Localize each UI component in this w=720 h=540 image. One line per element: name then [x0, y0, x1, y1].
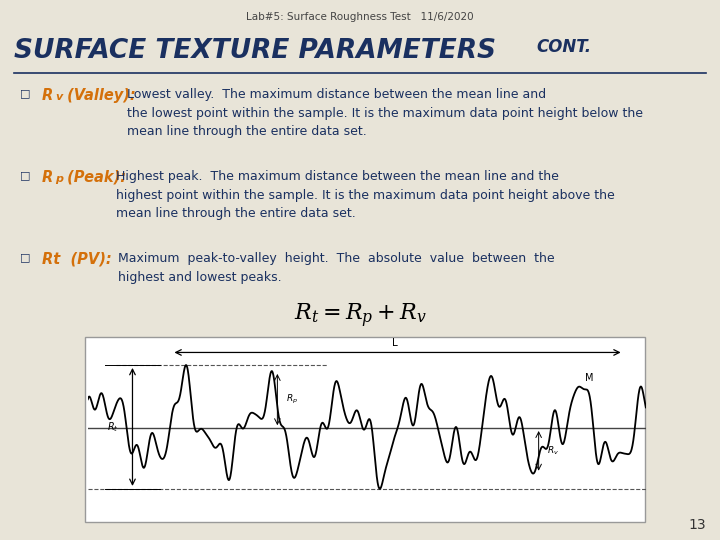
Text: □: □	[20, 252, 30, 262]
Text: $R_t = R_p + R_v$: $R_t = R_p + R_v$	[294, 302, 426, 330]
Text: Lab#5: Surface Roughness Test   11/6/2020: Lab#5: Surface Roughness Test 11/6/2020	[246, 12, 474, 22]
Text: SURFACE TEXTURE PARAMETERS: SURFACE TEXTURE PARAMETERS	[14, 38, 496, 64]
Text: R: R	[42, 170, 53, 185]
Text: Rt  (PV):: Rt (PV):	[42, 252, 112, 267]
Text: v: v	[55, 92, 62, 102]
Text: □: □	[20, 170, 30, 180]
Text: M: M	[585, 374, 593, 383]
Text: $R_t$: $R_t$	[107, 420, 119, 434]
Text: (Peak):: (Peak):	[62, 170, 126, 185]
Text: CONT.: CONT.	[536, 38, 591, 56]
Text: □: □	[20, 88, 30, 98]
Text: Maximum  peak-to-valley  height.  The  absolute  value  between  the
highest and: Maximum peak-to-valley height. The absol…	[118, 252, 554, 284]
Text: p: p	[55, 174, 63, 184]
Text: Highest peak.  The maximum distance between the mean line and the
highest point : Highest peak. The maximum distance betwe…	[116, 170, 615, 220]
Text: R: R	[42, 88, 53, 103]
Text: (Valley):: (Valley):	[62, 88, 136, 103]
Bar	[85, 337, 645, 522]
Text: L: L	[392, 338, 397, 348]
Text: $R_v$: $R_v$	[547, 444, 559, 457]
Text: $R_p$: $R_p$	[286, 393, 298, 406]
Text: Lowest valley.  The maximum distance between the mean line and
the lowest point : Lowest valley. The maximum distance betw…	[127, 88, 643, 138]
Text: 13: 13	[688, 518, 706, 532]
